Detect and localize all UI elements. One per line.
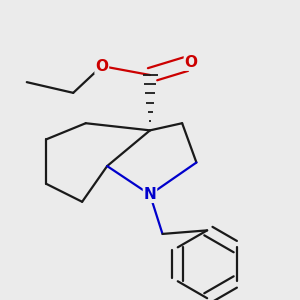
Text: O: O xyxy=(95,58,108,74)
Text: N: N xyxy=(144,187,156,202)
Text: O: O xyxy=(184,55,198,70)
